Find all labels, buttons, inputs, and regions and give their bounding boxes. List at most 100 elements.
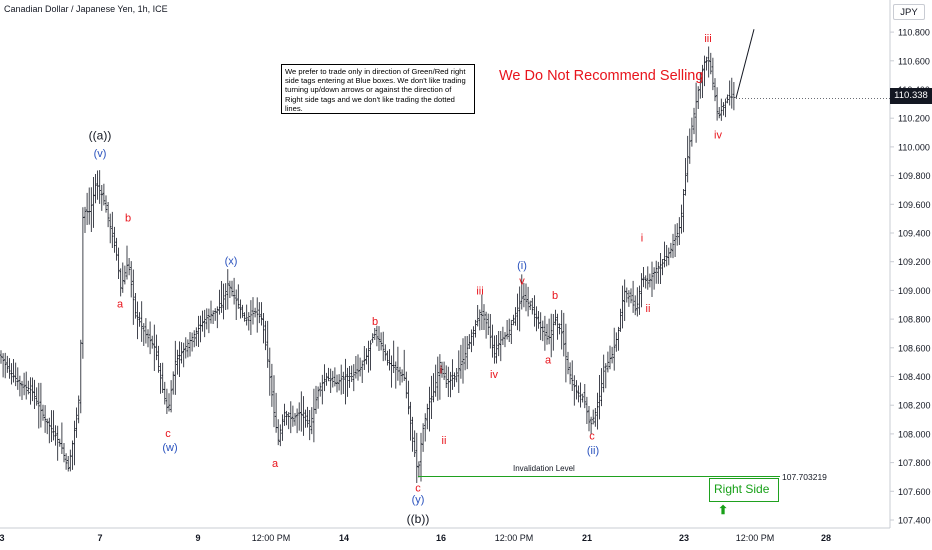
- ohlc-bar: [300, 391, 303, 432]
- ohlc-bar: [276, 419, 280, 446]
- ohlc-bar: [581, 393, 584, 403]
- y-tick-label: 110.000: [898, 142, 930, 152]
- ohlc-bar: [596, 392, 599, 430]
- wave-label: b: [372, 316, 378, 328]
- ohlc-bar: [648, 273, 652, 288]
- ohlc-bar: [600, 368, 603, 407]
- y-tick-label: 107.600: [898, 487, 931, 497]
- ohlc-bar: [636, 287, 639, 317]
- ohlc-bar: [253, 307, 257, 318]
- ohlc-bar: [174, 340, 177, 395]
- ohlc-bar: [537, 310, 540, 329]
- ohlc-bar: [348, 366, 351, 388]
- wave-label: (y): [412, 494, 425, 506]
- ohlc-bar: [24, 371, 28, 400]
- ohlc-bar: [608, 345, 612, 370]
- wave-label: ii: [442, 435, 447, 447]
- ohlc-bar: [604, 363, 608, 389]
- ohlc-bar: [211, 310, 215, 324]
- ohlc-bar: [310, 407, 314, 435]
- ohlc-bar: [216, 306, 219, 329]
- ohlc-bar: [619, 308, 622, 332]
- ohlc-bar: [314, 385, 318, 414]
- ohlc-bar: [421, 423, 425, 452]
- ohlc-bar: [16, 367, 20, 390]
- wave-label: i: [641, 233, 643, 245]
- ohlc-bar: [352, 364, 356, 392]
- ohlc-bar: [43, 405, 47, 433]
- ohlc-bar: [274, 392, 278, 433]
- ohlc-bar: [327, 367, 330, 382]
- ohlc-bar: [638, 285, 641, 315]
- ohlc-bar: [514, 307, 517, 326]
- ohlc-bar: [396, 346, 400, 381]
- ohlc-bar: [675, 223, 679, 246]
- ohlc-bar: [167, 393, 171, 412]
- ohlc-bar: [289, 401, 293, 434]
- ohlc-bar: [552, 314, 555, 351]
- ohlc-bar: [184, 337, 188, 359]
- ohlc-bar: [98, 170, 101, 204]
- ohlc-bar: [224, 283, 227, 311]
- currency-selector[interactable]: JPY: [893, 4, 925, 20]
- y-tick-label: 109.000: [898, 286, 931, 296]
- ohlc-bar: [48, 417, 51, 444]
- ohlc-bar: [148, 321, 152, 355]
- wave-label: iv: [714, 129, 722, 141]
- ohlc-bar: [375, 325, 379, 347]
- ohlc-bar: [499, 331, 503, 362]
- wave-label: (v): [94, 148, 107, 160]
- ohlc-bar: [144, 318, 148, 344]
- ohlc-bar: [528, 300, 532, 311]
- ohlc-bar: [283, 403, 286, 426]
- ohlc-bar: [176, 349, 179, 375]
- ohlc-bar: [220, 281, 223, 313]
- ohlc-bar: [465, 336, 469, 370]
- ohlc-bar: [558, 323, 561, 335]
- ohlc-bar: [87, 187, 91, 225]
- ohlc-bar: [682, 188, 685, 233]
- y-tick-label: 107.800: [898, 458, 931, 468]
- ohlc-bar: [77, 395, 80, 424]
- ohlc-bar: [428, 386, 431, 432]
- wave-label: c: [589, 431, 595, 443]
- ohlc-bar: [625, 287, 629, 303]
- ohlc-bar: [377, 326, 381, 352]
- ohlc-bar: [699, 71, 702, 99]
- ohlc-bar: [379, 332, 383, 351]
- ohlc-bar: [182, 342, 185, 368]
- ohlc-bar: [491, 324, 494, 358]
- ohlc-bar: [587, 406, 591, 432]
- ohlc-bar: [14, 362, 17, 387]
- x-tick-label: 12:00 PM: [495, 533, 534, 543]
- ohlc-bar: [535, 306, 538, 332]
- ohlc-bar: [470, 329, 473, 353]
- ohlc-bar: [331, 370, 335, 388]
- ohlc-bar: [125, 245, 129, 280]
- x-tick-label: 12:00 PM: [736, 533, 775, 543]
- projection-line: [735, 29, 755, 99]
- ohlc-bar: [363, 346, 366, 370]
- ohlc-bar: [127, 257, 131, 276]
- ohlc-bar: [329, 368, 332, 394]
- ohlc-bar: [690, 117, 694, 147]
- ohlc-bar: [31, 377, 34, 402]
- ohlc-bar: [390, 355, 393, 388]
- ohlc-bar: [268, 347, 272, 396]
- ohlc-bar: [243, 312, 246, 322]
- ohlc-bar: [474, 319, 477, 338]
- ohlc-bar: [85, 192, 89, 226]
- ohlc-bar: [663, 241, 666, 268]
- ohlc-bar: [287, 412, 290, 430]
- ohlc-bar: [654, 260, 658, 284]
- y-tick-label: 109.400: [898, 229, 931, 239]
- ohlc-bar: [407, 380, 410, 415]
- ohlc-bar: [201, 310, 204, 332]
- ohlc-bar: [482, 304, 486, 331]
- ohlc-bar: [178, 341, 181, 377]
- ohlc-bar: [251, 297, 255, 325]
- ohlc-bar: [279, 424, 282, 447]
- ohlc-bar: [642, 266, 645, 288]
- ohlc-bar: [50, 410, 53, 443]
